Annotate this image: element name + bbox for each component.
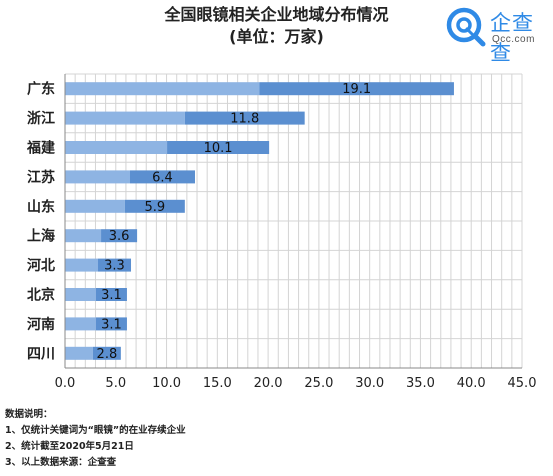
data-label: 19.1 — [342, 82, 371, 97]
data-label: 5.9 — [145, 200, 166, 215]
category-label: 上海 — [27, 228, 55, 245]
qcc-magnifier-icon — [446, 7, 486, 47]
x-tick-label: 30.0 — [355, 376, 384, 391]
bar-segment-dark — [98, 258, 132, 272]
bar-segment-dark — [259, 82, 454, 96]
bar-segment-light — [65, 258, 99, 272]
x-tick-label: 20.0 — [254, 376, 283, 391]
chart-subtitle: (单位：万家) — [229, 27, 324, 46]
bar-segment-light — [65, 346, 93, 360]
category-label: 广东 — [27, 81, 55, 98]
bar-segment-dark — [92, 346, 121, 360]
x-tick-label: 40.0 — [457, 376, 486, 391]
bar-segment-dark — [101, 229, 138, 243]
x-tick-label: 25.0 — [304, 376, 333, 391]
notes-heading: 数据说明： — [5, 409, 53, 420]
bar-segment-light — [65, 111, 185, 125]
category-label: 山东 — [27, 198, 55, 215]
category-label: 河北 — [27, 257, 55, 274]
category-label: 四川 — [27, 346, 55, 362]
bar-segment-light — [65, 229, 102, 243]
bar-segment-light — [65, 141, 168, 154]
x-tick-label: 10.0 — [152, 376, 181, 391]
notes-item-2: 2、统计截至2020年5月21日 — [5, 441, 134, 452]
bar-segment-light — [65, 170, 130, 184]
x-tick-label: 35.0 — [406, 376, 435, 391]
notes-item-1: 1、仅统计关键词为“眼镜”的在业存续企业 — [5, 425, 186, 436]
bar-segment-dark — [124, 199, 185, 213]
category-label: 河南 — [27, 316, 55, 333]
data-label: 2.8 — [97, 347, 118, 362]
x-tick-label: 45.0 — [508, 376, 537, 391]
data-label: 10.1 — [204, 141, 233, 156]
bar-segment-dark — [167, 141, 270, 154]
notes-item-3: 3、以上数据来源：企查查 — [5, 457, 117, 468]
category-label: 浙江 — [27, 110, 55, 127]
x-tick-label: 15.0 — [203, 376, 232, 391]
bar-segment-light — [65, 199, 125, 213]
bar-chart: 19.1 广东 11.8 浙江 10.1 福建 6.4 江苏 5.9 山东 3.6 上海 3.3 河北 3.… — [26, 73, 537, 391]
chart-title: 全国眼镜相关企业地域分布情况 — [164, 5, 389, 24]
x-tick-label: 5.0 — [105, 376, 126, 391]
title-block: 全国眼镜相关企业地域分布情况 (单位：万家) — [0, 4, 553, 48]
category-label: 福建 — [26, 140, 55, 157]
bar-segment-light — [65, 317, 96, 331]
category-label: 北京 — [27, 287, 55, 304]
bar-segment-light — [65, 82, 260, 96]
data-label: 3.6 — [109, 229, 130, 244]
bar-segment-dark — [129, 170, 195, 184]
data-label: 11.8 — [230, 112, 259, 127]
logo-sub: Qcc.com — [492, 34, 535, 45]
qcc-logo: 企查查 Qcc.com — [446, 6, 550, 65]
bar-segment-dark — [95, 288, 127, 301]
data-label: 3.3 — [104, 259, 125, 274]
data-label: 3.1 — [101, 317, 122, 332]
data-label: 6.4 — [152, 170, 173, 185]
category-label: 江苏 — [27, 169, 55, 186]
data-notes: 数据说明： 1、仅统计关键词为“眼镜”的在业存续企业 2、统计截至2020年5月… — [5, 407, 186, 471]
x-tick-label: 0.0 — [55, 376, 76, 391]
bar-segment-dark — [95, 317, 127, 331]
logo-name: 企查查 — [490, 11, 534, 65]
data-label: 3.1 — [101, 288, 122, 303]
bar-segment-light — [65, 288, 96, 301]
bar-segment-dark — [184, 111, 305, 125]
